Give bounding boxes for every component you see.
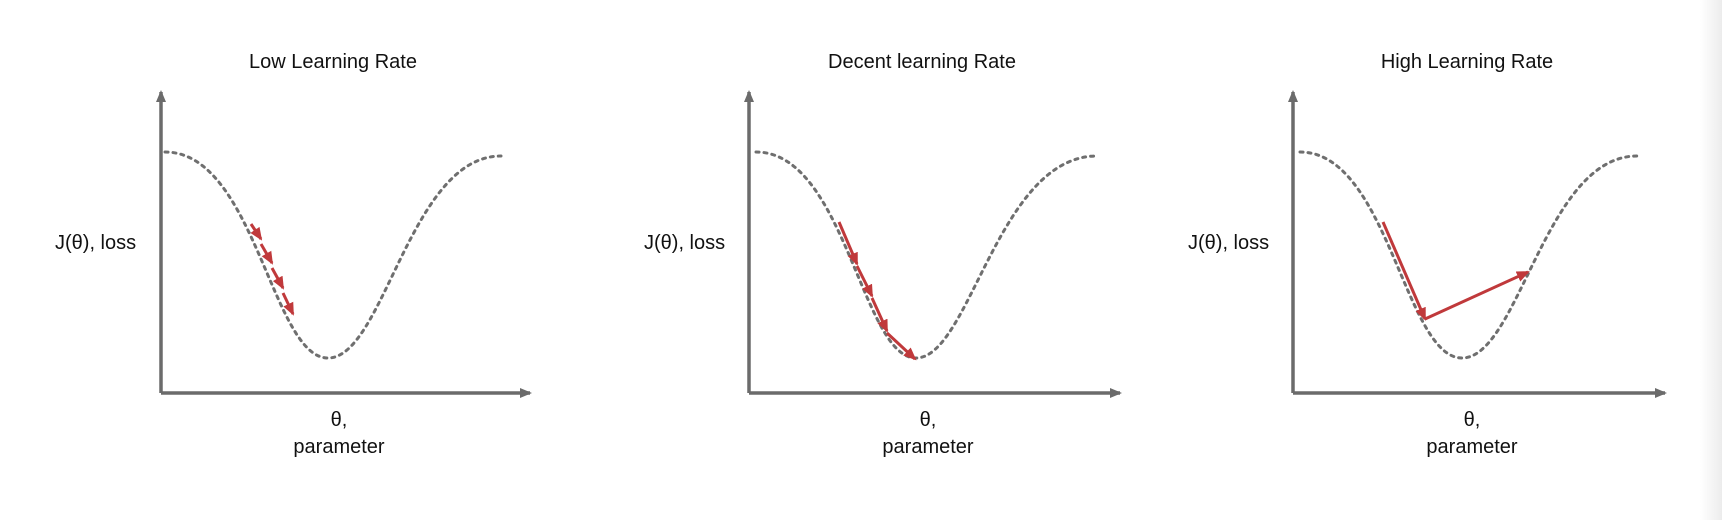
- y-axis-label: J(θ), loss: [644, 232, 725, 254]
- step-arrow: [249, 223, 263, 241]
- step-arrow: [259, 243, 274, 265]
- loss-curve: [754, 150, 1099, 360]
- x-axis-label-text: parameter: [293, 436, 384, 458]
- step-arrow: [855, 265, 874, 298]
- step-arrow: [885, 331, 917, 361]
- loss-curve: [163, 150, 503, 360]
- loss-curve: [1298, 150, 1639, 360]
- y-axis-label: J(θ), loss: [55, 232, 136, 254]
- step-arrow: [1381, 221, 1427, 321]
- step-arrow: [281, 292, 295, 316]
- panel-decent-learning-rate: Decent learning Rate J(θ), loss θ, param…: [644, 51, 1122, 458]
- x-axis-label-symbol: θ,: [331, 409, 348, 431]
- step-arrow: [870, 297, 889, 333]
- gradient-steps: [249, 223, 295, 316]
- x-axis-label-text: parameter: [1426, 436, 1517, 458]
- step-arrow: [1424, 270, 1530, 321]
- gradient-steps: [1381, 221, 1530, 321]
- panel-high-learning-rate: High Learning Rate J(θ), loss θ, paramet…: [1188, 51, 1667, 458]
- step-arrow: [270, 267, 285, 290]
- x-axis-label-symbol: θ,: [1464, 409, 1481, 431]
- panel-title: High Learning Rate: [1381, 51, 1553, 73]
- panel-low-learning-rate: Low Learning Rate J(θ), loss θ, paramete…: [55, 51, 532, 458]
- panel-title: Low Learning Rate: [249, 51, 417, 73]
- right-edge-shadow: [1700, 0, 1722, 520]
- gradient-steps: [837, 221, 917, 361]
- y-axis-label: J(θ), loss: [1188, 232, 1269, 254]
- x-axis-label-symbol: θ,: [920, 409, 937, 431]
- step-arrow: [837, 221, 859, 266]
- x-axis-label-text: parameter: [882, 436, 973, 458]
- panel-title: Decent learning Rate: [828, 51, 1016, 73]
